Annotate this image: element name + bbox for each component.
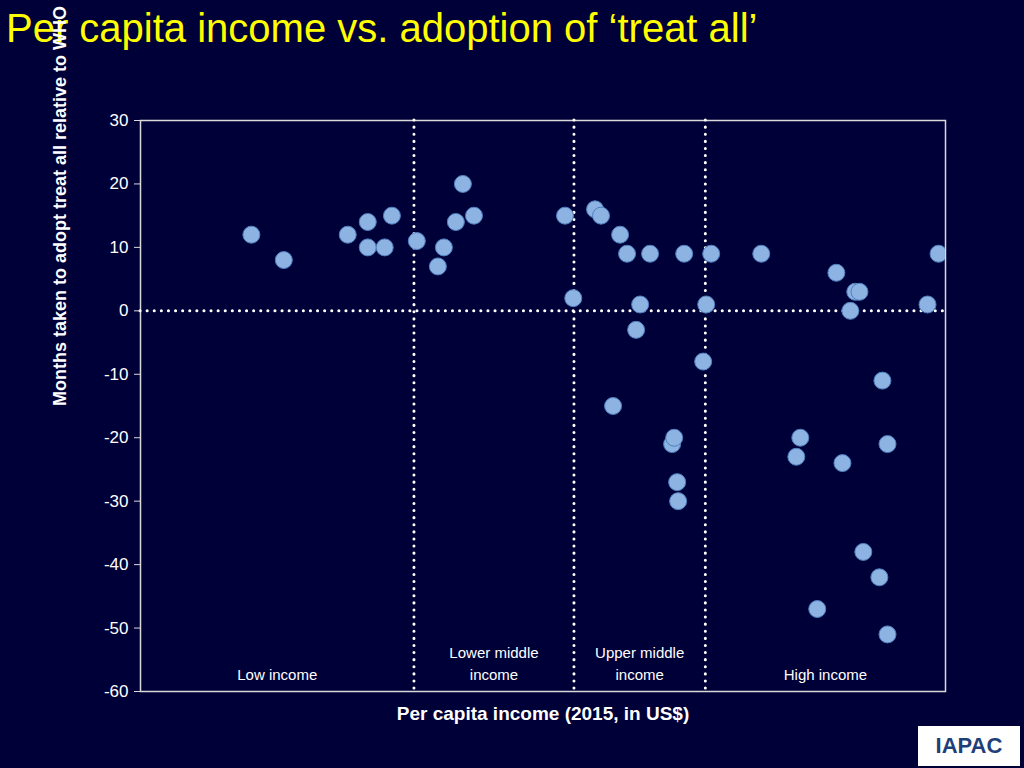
html-text:Per capita income vs. adoption: Per capita income vs. adoption of ‘treat… [6, 6, 758, 50]
svg-text:30: 30 [110, 111, 129, 130]
svg-text:-60: -60 [104, 682, 129, 701]
svg-text:-30: -30 [104, 492, 129, 511]
svg-text:20: 20 [110, 174, 129, 193]
svg-text:Per capita income (2015, in US: Per capita income (2015, in US$) [397, 703, 690, 724]
svg-text:High income: High income [784, 666, 867, 683]
svg-text:-50: -50 [104, 618, 129, 637]
svg-text:-10: -10 [104, 365, 129, 384]
svg-text:Lower middleincome: Lower middleincome [449, 644, 538, 683]
svg-text:-20: -20 [104, 428, 129, 447]
svg-text:Upper middleincome: Upper middleincome [595, 644, 684, 683]
html-text:IAPAC: IAPAC [935, 733, 1003, 758]
svg-text:10: 10 [110, 238, 129, 257]
svg-text:0: 0 [119, 301, 128, 320]
svg-text:-40: -40 [104, 555, 129, 574]
svg-text:Months taken to adopt treat al: Months taken to adopt treat all relative… [50, 6, 70, 406]
svg-text:Low income: Low income [237, 666, 317, 683]
